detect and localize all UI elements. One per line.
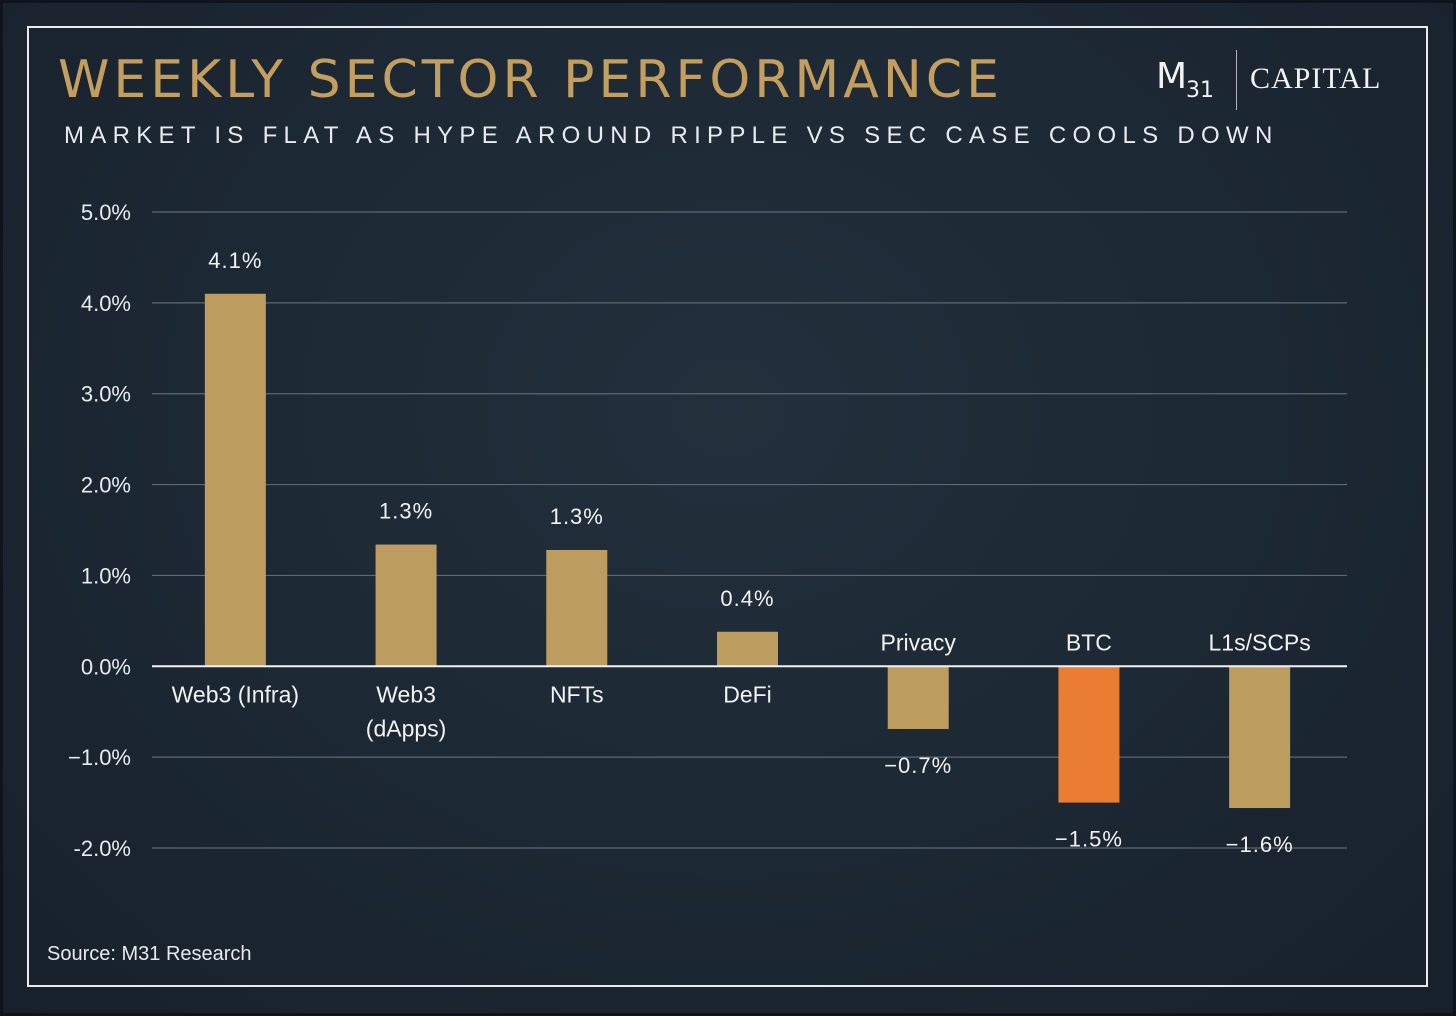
bar bbox=[887, 666, 949, 729]
category-label: Web3 bbox=[376, 681, 436, 707]
y-tick-label: 1.0% bbox=[81, 563, 131, 588]
y-tick-label: 0.0% bbox=[81, 654, 131, 679]
y-tick-label: 4.0% bbox=[81, 291, 131, 316]
bar bbox=[546, 549, 608, 667]
y-tick-label: -2.0% bbox=[74, 836, 131, 861]
data-label: −0.7% bbox=[884, 753, 952, 778]
bar bbox=[1058, 666, 1120, 803]
bar bbox=[375, 544, 437, 667]
y-tick-label: −1.0% bbox=[68, 745, 131, 770]
category-label: (dApps) bbox=[366, 715, 447, 741]
bar bbox=[1229, 666, 1291, 809]
category-label: Privacy bbox=[881, 629, 957, 655]
category-label: BTC bbox=[1066, 629, 1112, 655]
chart-subtitle: MARKET IS FLAT AS HYPE AROUND RIPPLE VS … bbox=[64, 122, 1279, 149]
data-label: 0.4% bbox=[720, 586, 774, 611]
data-label: 1.3% bbox=[550, 504, 604, 529]
logo-word: CAPITAL bbox=[1250, 62, 1382, 95]
source-note: Source: M31 Research bbox=[47, 943, 252, 965]
category-label: L1s/SCPs bbox=[1209, 629, 1311, 655]
data-label: −1.6% bbox=[1226, 832, 1294, 857]
category-label: DeFi bbox=[723, 681, 772, 707]
data-label: 1.3% bbox=[379, 499, 433, 524]
category-label: Web3 (Infra) bbox=[172, 681, 299, 707]
data-label: −1.5% bbox=[1055, 827, 1123, 852]
inner-frame bbox=[27, 26, 1428, 987]
logo-subscript: 31 bbox=[1186, 78, 1214, 103]
data-label: 4.1% bbox=[208, 248, 262, 273]
bar bbox=[717, 631, 778, 667]
logo-divider bbox=[1236, 50, 1237, 110]
logo-letter: M bbox=[1156, 56, 1188, 97]
category-label: NFTs bbox=[550, 681, 604, 707]
y-tick-label: 5.0% bbox=[81, 200, 131, 225]
y-tick-label: 3.0% bbox=[81, 382, 131, 407]
m31-capital-logo: M 31 CAPITAL bbox=[1156, 50, 1396, 114]
chart-title: WEEKLY SECTOR PERFORMANCE bbox=[58, 50, 1003, 110]
bar bbox=[204, 293, 266, 667]
y-tick-label: 2.0% bbox=[81, 473, 131, 498]
